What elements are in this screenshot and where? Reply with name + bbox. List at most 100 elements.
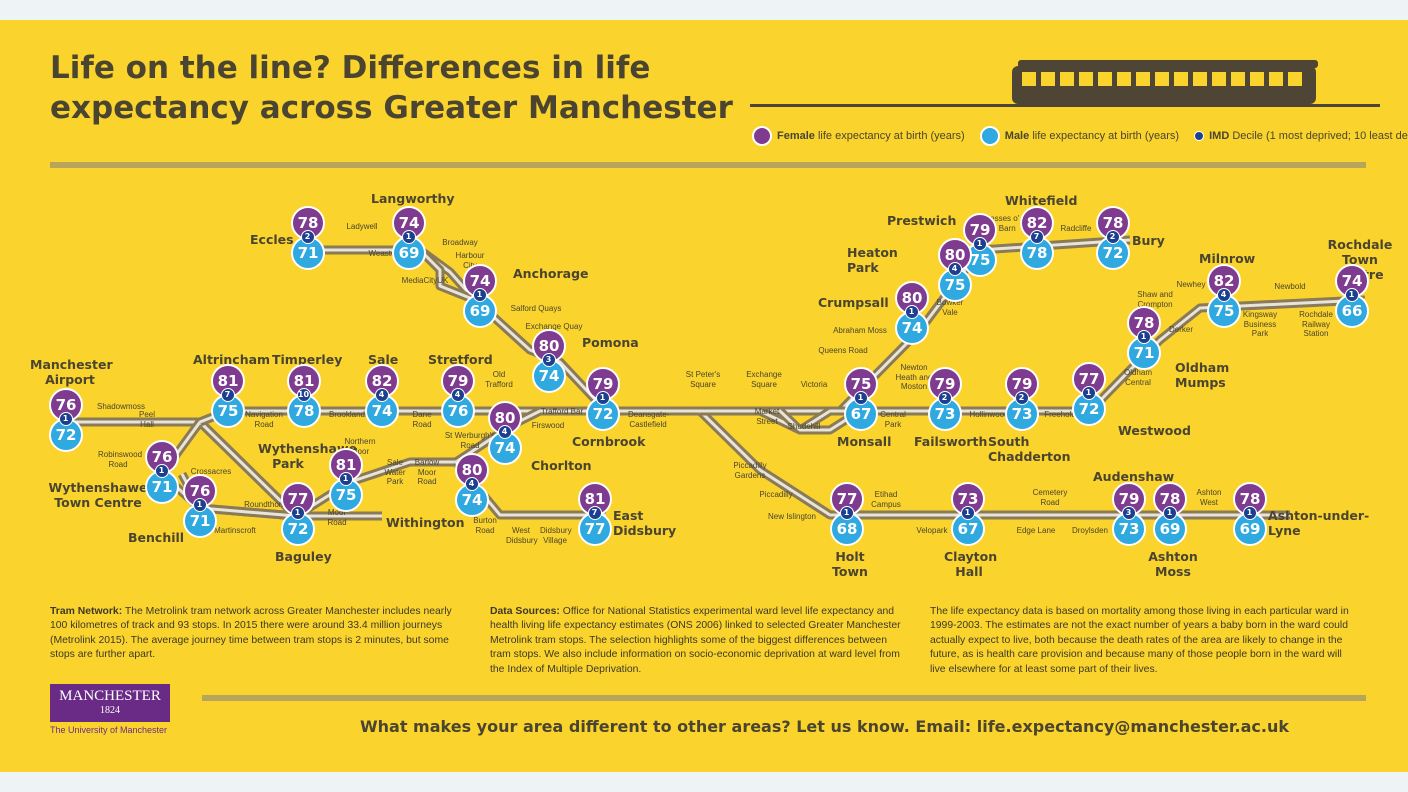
stop-label-besses: Besses o' th' Barn: [984, 214, 1020, 233]
stop-label-oldhamcentral: Oldham Central: [1123, 368, 1152, 387]
train-window: [1117, 72, 1131, 86]
stop-label-newbold: Newbold: [1274, 282, 1306, 291]
university-logo: MANCHESTER 1824: [50, 684, 170, 722]
imd-decile-eccles: 2: [300, 230, 315, 244]
stop-label-derker: Derker: [1168, 325, 1193, 334]
station-name-audenshaw: Audenshaw: [1093, 469, 1175, 484]
station-name-langworthy: Langworthy: [371, 191, 455, 206]
station-name-milnrow: Milnrow: [1199, 251, 1256, 266]
station-name-sale: Sale: [368, 352, 399, 367]
stop-label-shaw: Shaw and Crompton: [1137, 290, 1173, 309]
stop-label-piccadilly: Piccadilly: [759, 490, 793, 499]
stop-label-barlowmoor: Barlow Moor Road: [414, 458, 440, 486]
tram-icon: [750, 60, 1380, 107]
train-window: [1212, 72, 1226, 86]
stop-label-martinscroft: Martinscroft: [214, 526, 256, 535]
stop-label-didsburyvillage: Didsbury Village: [540, 526, 572, 545]
stop-label-centralpark: Central Park: [880, 410, 906, 429]
imd-decile-sale: 4: [374, 388, 389, 402]
imd-decile-rochdale: 1: [1344, 288, 1359, 302]
female-life-expectancy-eastdidsbury: 81: [578, 482, 612, 516]
stop-label-daneroad: Dane Road: [412, 410, 432, 429]
stop-label-crossacres: Crossacres: [190, 467, 232, 476]
imd-decile-altrincham: 7: [220, 388, 235, 402]
stop-label-freehold: Freehold: [1044, 410, 1076, 419]
legend-male: Male life expectancy at birth (years): [979, 126, 1179, 146]
stop-label-newhey: Newhey: [1176, 280, 1206, 289]
call-to-action[interactable]: What makes your area different to other …: [360, 717, 1289, 736]
legend-imd-text: Decile (1 most deprived; 10 least depriv…: [1232, 129, 1408, 142]
stop-label-salewater: Sale Water Park: [384, 458, 406, 486]
stop-label-northernmoor: Northern Moor: [344, 437, 376, 456]
station-name-holttown: Holt Town: [832, 549, 868, 579]
station-name-timperley: Timperley: [272, 352, 343, 367]
imd-decile-wythtc: 1: [154, 464, 169, 478]
data-sources-text: Data Sources: Office for National Statis…: [490, 605, 910, 677]
imd-decile-southchad: 2: [1014, 391, 1029, 405]
female-life-expectancy-altrincham: 81: [211, 364, 245, 398]
station-name-oldhammumps: Oldham Mumps: [1175, 360, 1230, 390]
methodology-body: The life expectancy data is based on mor…: [930, 606, 1349, 675]
track-centre-line: [759, 468, 831, 517]
station-name-failsworth: Failsworth: [914, 434, 988, 449]
train-window: [1250, 72, 1264, 86]
legend-female-bold: Female: [777, 129, 815, 142]
station-name-bury: Bury: [1132, 233, 1165, 248]
university-name: The University of Manchester: [50, 725, 168, 735]
imd-decile-langworthy: 1: [401, 230, 416, 244]
station-name-monsall: Monsall: [837, 434, 892, 449]
imd-decile-anchorage: 1: [472, 288, 487, 302]
train-window: [1041, 72, 1055, 86]
track-centre-line: [700, 409, 831, 432]
imd-decile-monsall: 1: [853, 391, 868, 405]
train-window: [1079, 72, 1093, 86]
train-window: [1060, 72, 1074, 86]
imd-decile-claytonhall: 1: [960, 506, 975, 520]
stop-label-newislington: New Islington: [767, 512, 817, 521]
footer-divider: [202, 695, 1366, 701]
stop-label-ladywell: Ladywell: [346, 222, 378, 231]
stop-label-firswood: Firswood: [531, 421, 565, 430]
male-life-expectancy-eccles: 71: [291, 236, 325, 270]
imd-decile-holttown: 1: [839, 506, 854, 520]
female-life-expectancy-timperley: 81: [287, 364, 321, 398]
stop-label-queensroad: Queens Road: [818, 346, 868, 355]
stop-label-bowkervale: Bowker Vale: [936, 298, 964, 317]
female-life-expectancy-eccles: 78: [291, 206, 325, 240]
female-life-expectancy-oldhammumps: 78: [1127, 306, 1161, 340]
imd-decile-failsworth: 2: [937, 391, 952, 405]
stop-label-robinswood: Robinswood Road: [98, 450, 143, 469]
imd-decile-cornbrook: 1: [595, 391, 610, 405]
imd-decile-crumpsall: 1: [904, 305, 919, 319]
logo-name: MANCHESTER: [59, 688, 161, 704]
train-window: [1193, 72, 1207, 86]
male-life-expectancy-cornbrook: 72: [586, 397, 620, 431]
legend-male-bold: Male: [1004, 129, 1030, 142]
station-name-benchill: Benchill: [128, 530, 185, 545]
male-life-expectancy-milnrow: 75: [1207, 294, 1241, 328]
stop-label-roundthorn: Roundthorn: [244, 500, 286, 509]
train-window: [1098, 72, 1112, 86]
stop-label-salfordquays: Salford Quays: [510, 304, 562, 313]
stop-label-abrahammoss: Abraham Moss: [833, 326, 887, 335]
stop-label-broadway: Broadway: [442, 238, 478, 247]
stop-label-etihad: Etihad Campus: [871, 490, 901, 509]
station-name-southchad: South Chadderton: [988, 434, 1071, 464]
male-life-expectancy-oldhammumps: 71: [1127, 336, 1161, 370]
data-sources-heading: Data Sources:: [490, 606, 560, 617]
imd-decile-wythpark: 1: [338, 472, 353, 486]
stop-label-westdidsbury: West Didsbury: [506, 526, 538, 545]
header-divider: [50, 162, 1366, 168]
imd-decile-prestwich: 1: [972, 237, 987, 251]
stop-label-mediacity: MediaCityUK: [401, 276, 449, 285]
legend-female: Female life expectancy at birth (years): [752, 126, 965, 146]
imd-decile-chorlton: 4: [497, 425, 512, 439]
stop-label-hollinwood: Hollinwood: [969, 410, 1009, 419]
title-line-2: expectancy across Greater Manchester: [50, 90, 733, 126]
station-name-stretford: Stretford: [428, 352, 493, 367]
tram-network-body: The Metrolink tram network across Greate…: [50, 606, 452, 661]
stop-label-kingsway: Kingsway Business Park: [1242, 310, 1278, 338]
station-name-prestwich: Prestwich: [887, 213, 957, 228]
imd-decile-eastdidsbury: 7: [587, 506, 602, 520]
imd-decile-stretford: 4: [450, 388, 465, 402]
